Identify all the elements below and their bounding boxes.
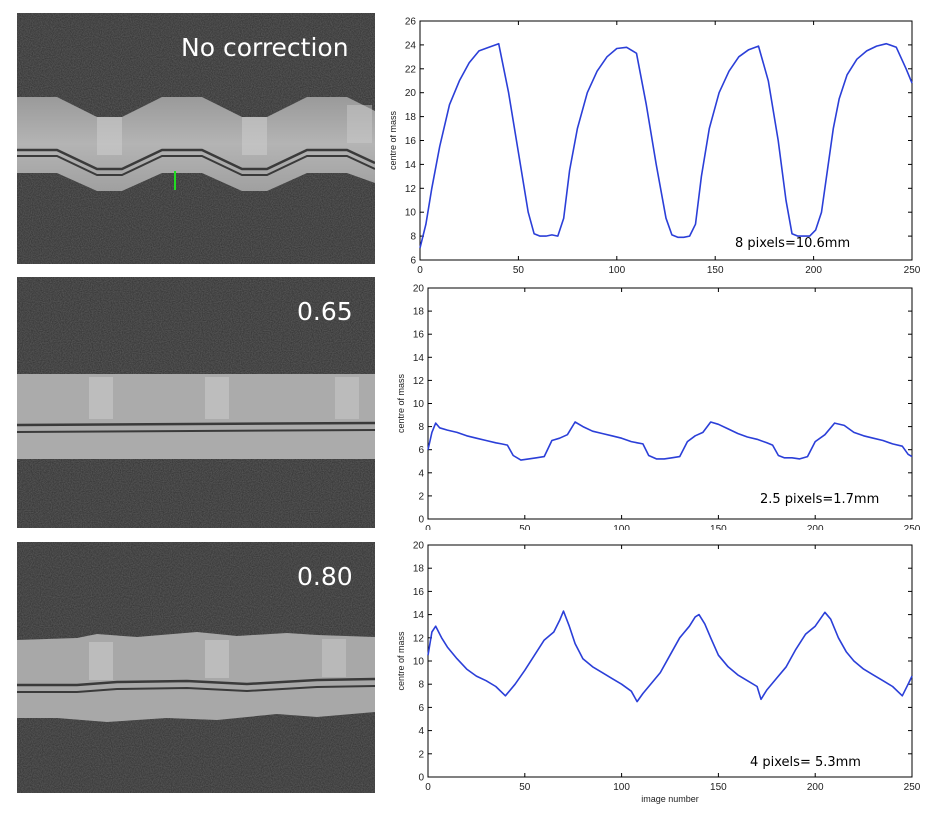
x-axis-label: image number (641, 794, 699, 804)
y-tick-label: 4 (418, 468, 424, 479)
plot-area (427, 287, 913, 520)
y-tick-label: 18 (413, 307, 425, 318)
plot-area (427, 544, 913, 778)
chart-065: 0 50 100 150 200 250 0 2 4 6 8 10 12 14 16 18 20 centre o… (396, 284, 921, 531)
chart-no-correction: 0 50 100 150 200 250 6 8 10 12 14 16 18 20 22 24 26 centr… (390, 17, 921, 276)
x-tick-label: 250 (904, 524, 921, 530)
image-panel-080: 0.80 (17, 542, 375, 793)
y-axis-label: centre of mass (396, 631, 406, 691)
y-tick-label: 10 (413, 657, 425, 668)
y-tick-label: 12 (413, 633, 425, 644)
plot-area (419, 20, 913, 261)
y-tick-label: 0 (418, 515, 424, 526)
scale-annotation: 2.5 pixels=1.7mm (760, 492, 879, 507)
y-tick-label: 24 (405, 40, 417, 51)
series-line (427, 610, 913, 703)
y-tick-label: 12 (405, 184, 417, 195)
x-tick-label: 100 (608, 265, 625, 275)
panel-label: No correction (181, 33, 349, 62)
y-tick-label: 8 (410, 232, 416, 243)
image-panel-065: 0.65 (17, 277, 375, 528)
x-tick-label: 0 (417, 265, 423, 275)
series-line (427, 421, 913, 461)
y-tick-label: 14 (413, 610, 425, 621)
y-tick-label: 0 (418, 773, 424, 784)
panel-label: 0.65 (297, 297, 353, 326)
y-tick-label: 16 (405, 136, 417, 147)
y-axis-label: centre of mass (396, 373, 406, 433)
x-tick-label: 150 (710, 524, 727, 530)
y-tick-label: 18 (413, 564, 425, 575)
y-tick-label: 10 (413, 399, 425, 410)
y-tick-label: 8 (418, 680, 424, 691)
y-tick-label: 20 (413, 541, 425, 552)
y-axis-label: centre of mass (390, 110, 398, 170)
x-tick-label: 200 (805, 265, 822, 275)
x-tick-label: 250 (904, 782, 921, 793)
y-tick-label: 16 (413, 587, 425, 598)
y-tick-label: 4 (418, 726, 424, 737)
y-tick-label: 26 (405, 17, 417, 28)
y-tick-label: 6 (418, 445, 424, 456)
y-tick-label: 6 (410, 256, 416, 267)
mri-strip-image (17, 277, 375, 528)
x-tick-label: 150 (707, 265, 724, 275)
mri-strip-image (17, 542, 375, 793)
y-tick-label: 18 (405, 112, 417, 123)
x-tick-label: 50 (519, 524, 531, 530)
y-tick-label: 12 (413, 376, 425, 387)
x-tick-label: 200 (807, 524, 824, 530)
x-tick-label: 50 (519, 782, 531, 793)
y-tick-label: 20 (413, 284, 425, 295)
y-tick-label: 8 (418, 422, 424, 433)
mri-strip-image (17, 13, 375, 264)
y-tick-label: 10 (405, 208, 417, 219)
x-tick-label: 150 (710, 782, 727, 793)
image-panel-no-correction: No correction (17, 13, 375, 264)
y-tick-label: 6 (418, 703, 424, 714)
y-tick-label: 16 (413, 330, 425, 341)
y-tick-label: 2 (418, 491, 424, 502)
y-tick-label: 22 (405, 64, 417, 75)
scale-annotation: 8 pixels=10.6mm (735, 236, 850, 251)
series-line (419, 42, 913, 249)
x-tick-label: 200 (807, 782, 824, 793)
x-tick-label: 250 (904, 265, 921, 275)
x-tick-label: 50 (513, 265, 525, 275)
y-tick-label: 20 (405, 88, 417, 99)
scale-annotation: 4 pixels= 5.3mm (750, 755, 861, 770)
x-tick-label: 0 (425, 524, 431, 530)
y-tick-label: 14 (413, 353, 425, 364)
y-tick-label: 14 (405, 160, 417, 171)
chart-080: 0 50 100 150 200 250 0 2 4 6 8 10 12 14 16 18 20 centre o… (396, 541, 921, 805)
y-tick-label: 2 (418, 749, 424, 760)
x-tick-label: 0 (425, 782, 431, 793)
x-tick-label: 100 (613, 782, 630, 793)
panel-label: 0.80 (297, 562, 353, 591)
x-tick-label: 100 (613, 524, 630, 530)
